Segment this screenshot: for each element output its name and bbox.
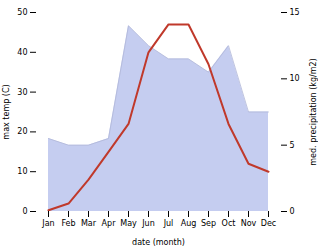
svg-text:5: 5 <box>290 141 295 150</box>
svg-text:Apr: Apr <box>102 219 117 228</box>
svg-text:Dec: Dec <box>261 219 276 228</box>
svg-text:Jan: Jan <box>41 219 54 228</box>
svg-text:Jul: Jul <box>163 219 174 228</box>
svg-text:May: May <box>120 219 137 228</box>
svg-text:Aug: Aug <box>181 219 197 228</box>
svg-text:Jun: Jun <box>141 219 155 228</box>
svg-text:Feb: Feb <box>61 219 75 228</box>
svg-text:max temp (C): max temp (C) <box>2 84 11 139</box>
svg-text:Oct: Oct <box>222 219 236 228</box>
svg-text:Mar: Mar <box>81 219 97 228</box>
svg-text:Sep: Sep <box>201 219 216 228</box>
svg-text:0: 0 <box>22 207 27 216</box>
svg-text:15: 15 <box>290 8 300 17</box>
svg-text:40: 40 <box>17 48 27 57</box>
svg-text:0: 0 <box>290 207 295 216</box>
svg-text:10: 10 <box>290 74 300 83</box>
svg-text:med. precipitation (kg/m2): med. precipitation (kg/m2) <box>309 58 318 165</box>
svg-text:30: 30 <box>17 88 27 97</box>
svg-text:10: 10 <box>17 167 27 176</box>
svg-text:50: 50 <box>17 8 27 17</box>
svg-text:Nov: Nov <box>241 219 257 228</box>
svg-text:20: 20 <box>17 127 27 136</box>
svg-text:date (month): date (month) <box>132 238 185 247</box>
